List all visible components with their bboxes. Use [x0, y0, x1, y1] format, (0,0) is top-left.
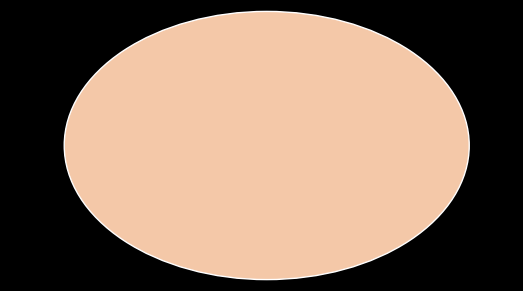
Ellipse shape — [64, 11, 469, 280]
